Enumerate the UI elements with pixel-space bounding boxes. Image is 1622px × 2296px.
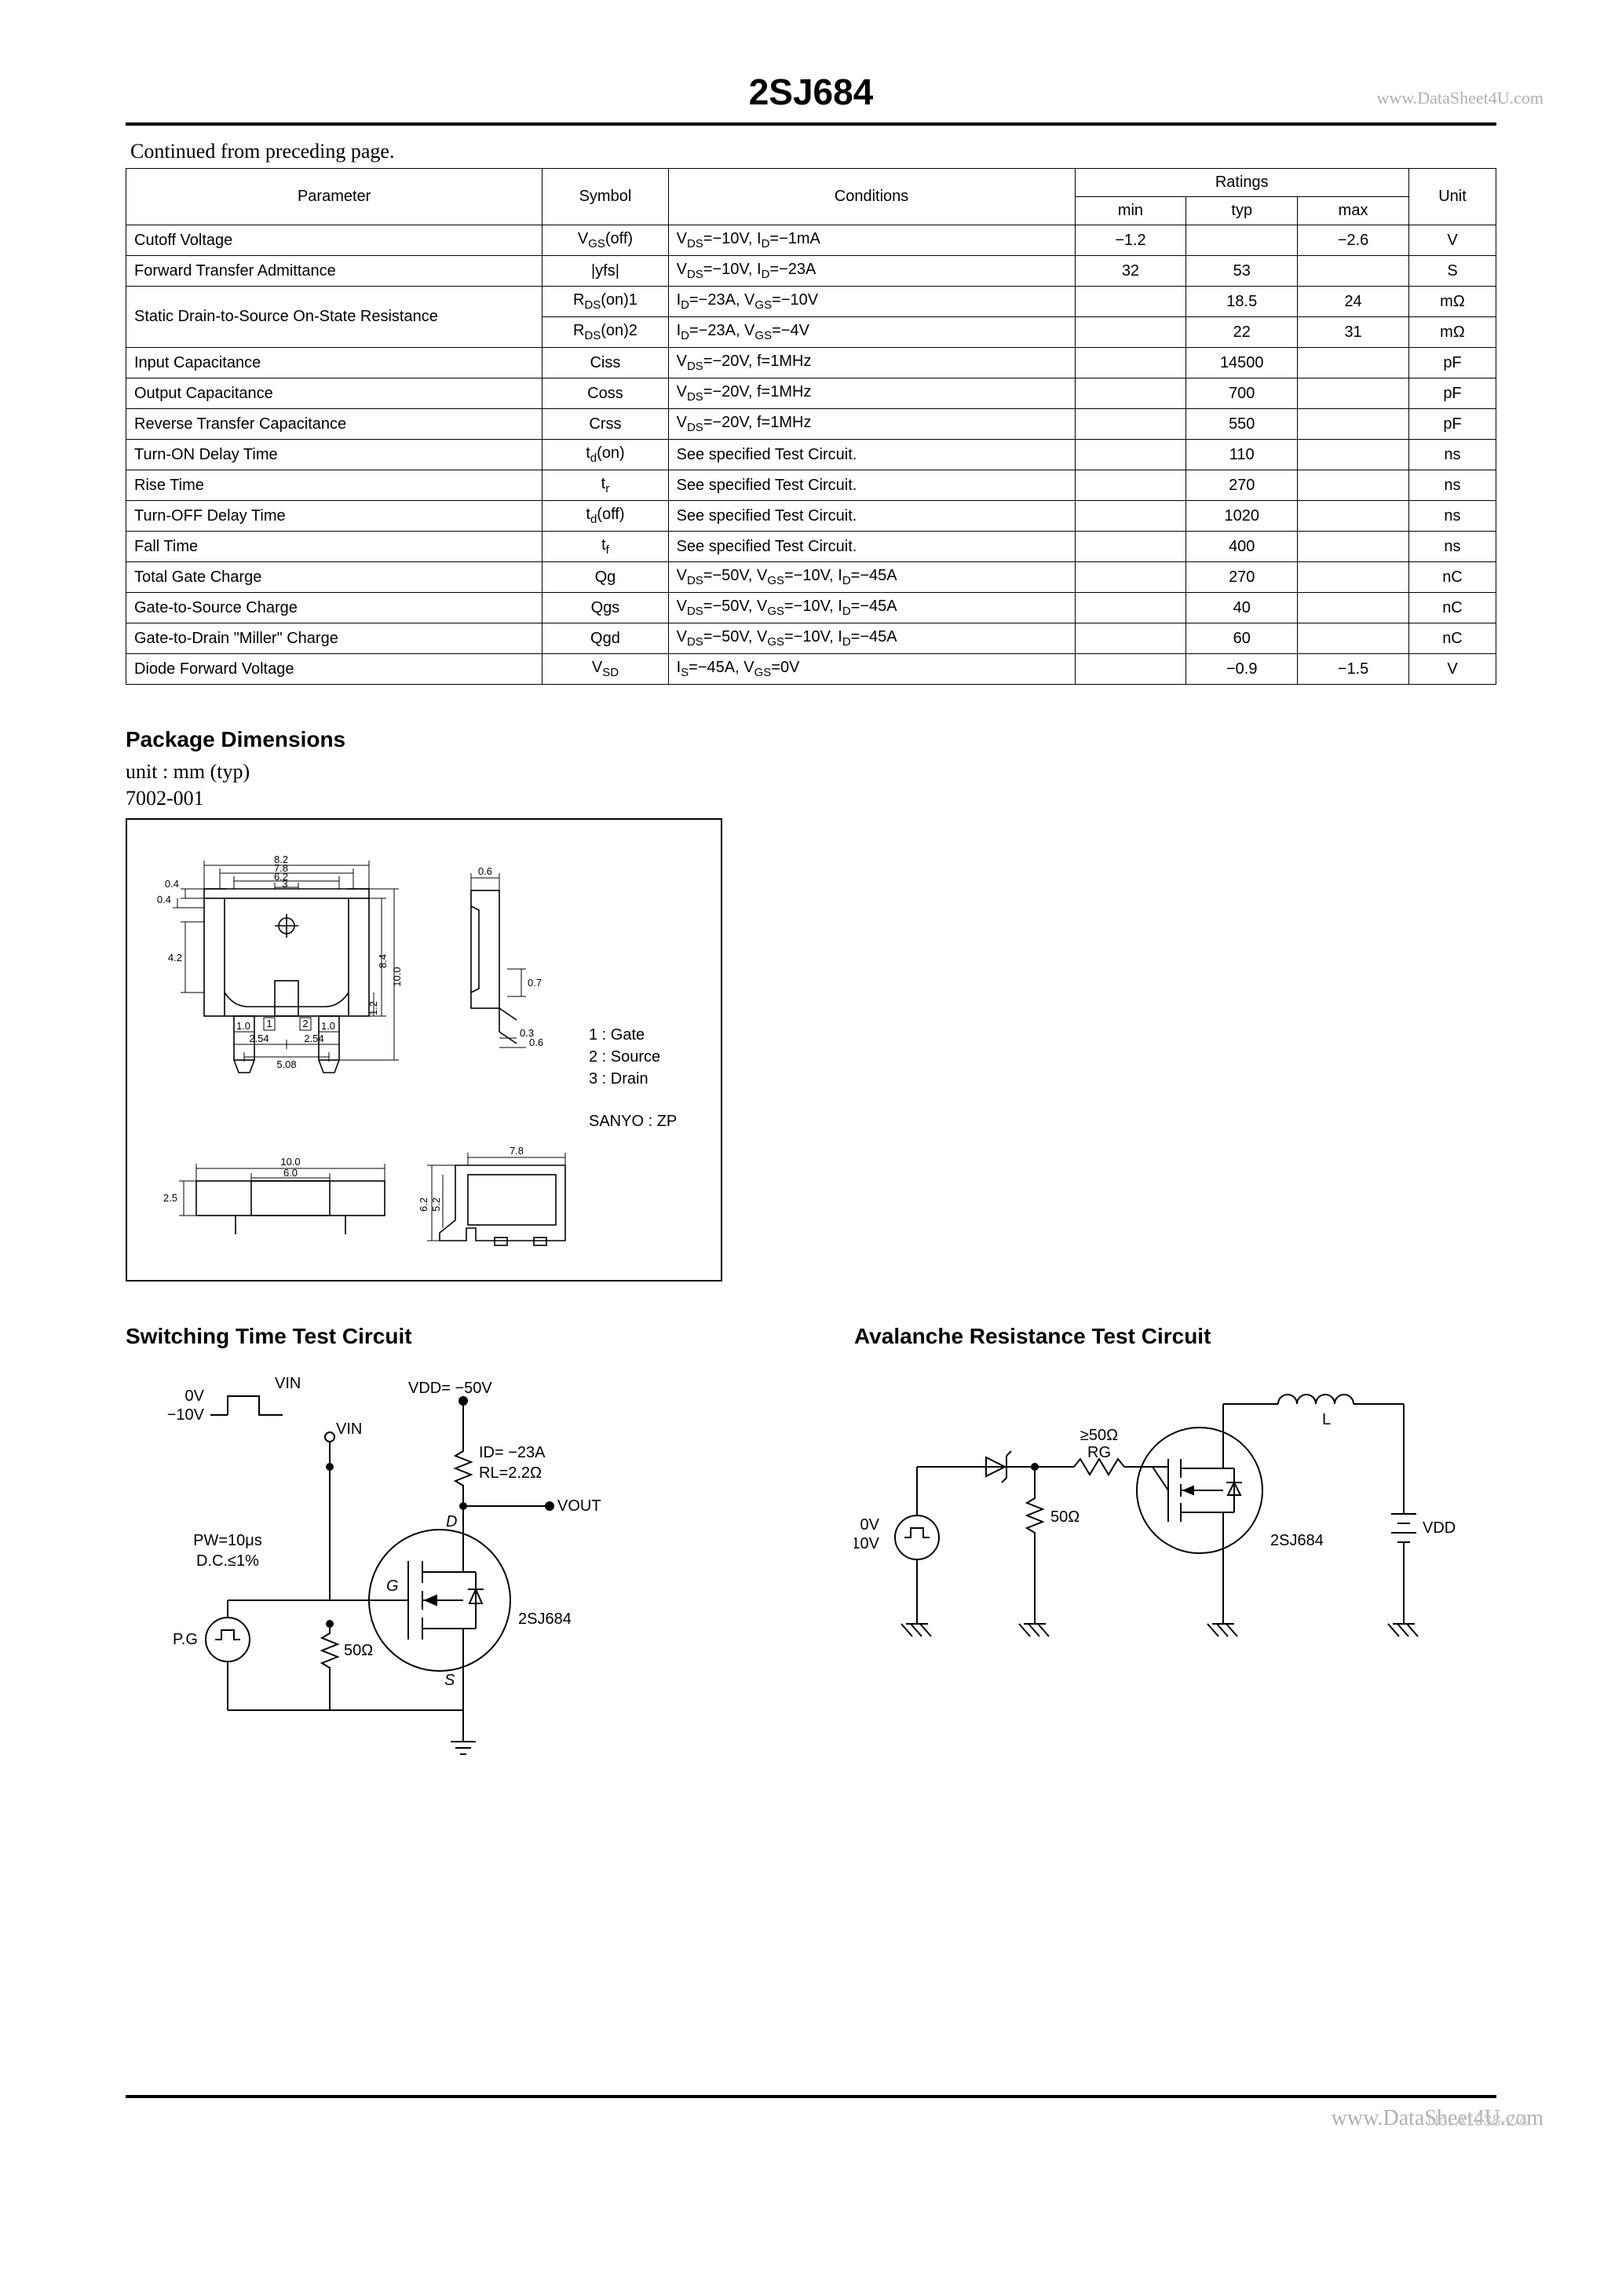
svg-text:2: 2	[302, 1018, 308, 1029]
table-row: Gate-to-Drain "Miller" ChargeQgdVDS=−50V…	[126, 623, 1496, 654]
footer-rule	[126, 2095, 1496, 2098]
package-unit-note: unit : mm (typ)	[126, 760, 1496, 784]
table-row: Rise TimetrSee specified Test Circuit.27…	[126, 470, 1496, 501]
svg-text:ID= −23A: ID= −23A	[479, 1444, 546, 1461]
th-ratings: Ratings	[1075, 169, 1408, 197]
svg-text:6.2: 6.2	[418, 1197, 429, 1212]
svg-text:PW=10μs: PW=10μs	[193, 1532, 262, 1549]
svg-text:RL=2.2Ω: RL=2.2Ω	[479, 1464, 542, 1482]
svg-text:≥50Ω: ≥50Ω	[1080, 1427, 1118, 1444]
svg-text:5.2: 5.2	[430, 1197, 442, 1212]
svg-text:VIN: VIN	[336, 1420, 362, 1438]
svg-text:0.6: 0.6	[478, 865, 492, 877]
svg-text:3 : Drain: 3 : Drain	[589, 1070, 648, 1088]
svg-text:2.54: 2.54	[304, 1033, 323, 1044]
table-row: Static Drain-to-Source On-State Resistan…	[126, 287, 1496, 317]
th-max: max	[1298, 197, 1409, 225]
svg-text:4.2: 4.2	[168, 952, 182, 963]
svg-text:0.4: 0.4	[157, 894, 171, 905]
table-row: Reverse Transfer CapacitanceCrssVDS=−20V…	[126, 409, 1496, 440]
package-diagram: 8.2 7.8 6.2 3 0.4 0.4 4.2 8.4 10.0 1.2	[126, 818, 722, 1281]
table-row: Total Gate ChargeQgVDS=−50V, VGS=−10V, I…	[126, 562, 1496, 593]
avalanche-circuit: ≥50Ω RG L 50Ω 0V −10V 2SJ684 VDD	[854, 1373, 1496, 1812]
svg-text:2SJ684: 2SJ684	[518, 1610, 572, 1628]
svg-text:1.0: 1.0	[321, 1020, 335, 1032]
table-row: Forward Transfer Admittance|yfs|VDS=−10V…	[126, 256, 1496, 287]
svg-text:0V: 0V	[185, 1387, 205, 1405]
svg-text:3: 3	[282, 878, 287, 890]
package-code: 7002-001	[126, 787, 1496, 810]
svg-text:0.4: 0.4	[165, 878, 179, 890]
th-typ: typ	[1186, 197, 1298, 225]
table-row: Output CapacitanceCossVDS=−20V, f=1MHz70…	[126, 378, 1496, 409]
svg-text:S: S	[444, 1672, 455, 1689]
th-conditions: Conditions	[668, 169, 1075, 225]
svg-text:50Ω: 50Ω	[1050, 1508, 1080, 1526]
table-row: Diode Forward VoltageVSDIS=−45A, VGS=0V−…	[126, 654, 1496, 685]
svg-text:−10V: −10V	[854, 1535, 880, 1552]
svg-text:VIN: VIN	[275, 1375, 301, 1392]
package-svg: 8.2 7.8 6.2 3 0.4 0.4 4.2 8.4 10.0 1.2	[149, 843, 699, 1260]
table-row: Input CapacitanceCissVDS=−20V, f=1MHz145…	[126, 348, 1496, 378]
svg-text:VDD= −50V: VDD= −50V	[408, 1380, 492, 1397]
svg-text:0.6: 0.6	[529, 1036, 543, 1048]
continued-note: Continued from preceding page.	[130, 140, 1496, 163]
svg-text:2SJ684: 2SJ684	[1270, 1532, 1324, 1549]
svg-text:5.08: 5.08	[276, 1058, 296, 1070]
th-unit: Unit	[1408, 169, 1496, 225]
svg-text:L: L	[1322, 1411, 1331, 1428]
svg-text:1: 1	[266, 1018, 272, 1029]
svg-text:2.5: 2.5	[163, 1192, 177, 1204]
svg-text:0V: 0V	[860, 1516, 880, 1534]
svg-text:1.0: 1.0	[236, 1020, 250, 1032]
svg-text:6.0: 6.0	[283, 1167, 298, 1179]
svg-text:VOUT: VOUT	[557, 1497, 601, 1515]
svg-text:8.4: 8.4	[377, 954, 389, 968]
svg-text:2 : Source: 2 : Source	[589, 1048, 660, 1066]
svg-text:P.G: P.G	[173, 1631, 198, 1648]
svg-text:−10V: −10V	[167, 1406, 205, 1424]
th-parameter: Parameter	[126, 169, 542, 225]
svg-text:1.2: 1.2	[367, 1001, 379, 1015]
svg-text:VDD: VDD	[1423, 1519, 1456, 1537]
svg-text:G: G	[386, 1578, 399, 1595]
table-row: Gate-to-Source ChargeQgsVDS=−50V, VGS=−1…	[126, 593, 1496, 623]
svg-text:2.54: 2.54	[249, 1033, 269, 1044]
table-row: Cutoff VoltageVGS(off)VDS=−10V, ID=−1mA−…	[126, 225, 1496, 256]
th-symbol: Symbol	[542, 169, 668, 225]
package-heading: Package Dimensions	[126, 727, 1496, 752]
page-title: 2SJ684	[126, 71, 1496, 113]
svg-text:7.8: 7.8	[510, 1145, 524, 1157]
svg-text:10.0: 10.0	[391, 967, 403, 986]
svg-text:D: D	[446, 1513, 457, 1530]
switching-circuit: VIN 0V −10V VDD= −50V ID= −23A RL=2.2Ω V…	[126, 1373, 768, 1812]
svg-text:1 : Gate: 1 : Gate	[589, 1026, 645, 1044]
svg-text:D.C.≤1%: D.C.≤1%	[196, 1552, 259, 1570]
footer-pageno: No. A1038-2/4	[126, 2112, 1528, 2130]
svg-text:0.7: 0.7	[528, 977, 542, 989]
svg-text:10.0: 10.0	[280, 1156, 300, 1168]
th-min: min	[1075, 197, 1186, 225]
svg-text:SANYO : ZP: SANYO : ZP	[589, 1113, 677, 1130]
header-watermark: www.DataSheet4U.com	[1377, 88, 1543, 108]
table-row: Turn-OFF Delay Timetd(off)See specified …	[126, 501, 1496, 532]
table-row: Fall TimetfSee specified Test Circuit.40…	[126, 532, 1496, 562]
electrical-characteristics-table: Parameter Symbol Conditions Ratings Unit…	[126, 168, 1496, 685]
switching-heading: Switching Time Test Circuit	[126, 1324, 768, 1349]
avalanche-heading: Avalanche Resistance Test Circuit	[854, 1324, 1496, 1349]
svg-text:RG: RG	[1087, 1444, 1111, 1461]
svg-text:50Ω: 50Ω	[344, 1642, 373, 1659]
table-row: Turn-ON Delay Timetd(on)See specified Te…	[126, 440, 1496, 470]
table-body: Cutoff VoltageVGS(off)VDS=−10V, ID=−1mA−…	[126, 225, 1496, 685]
page-header: 2SJ684 www.DataSheet4U.com	[126, 71, 1496, 126]
